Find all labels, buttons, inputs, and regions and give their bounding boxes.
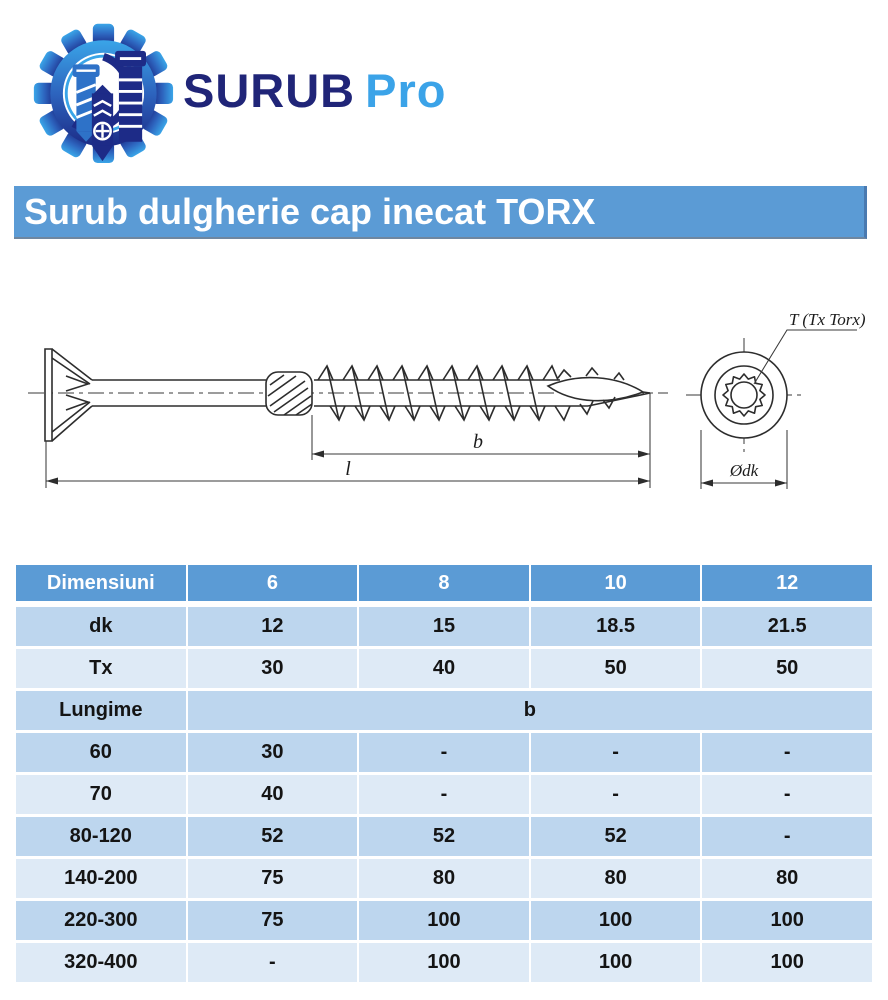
table-cell: 30 <box>187 733 358 772</box>
table-cell: 100 <box>530 943 701 982</box>
dimension-label-l: l <box>345 458 351 480</box>
table-cell: 40 <box>359 649 529 688</box>
header-10: 10 <box>530 565 701 604</box>
table-cell: 80 <box>702 859 872 898</box>
table-cell: 52 <box>530 817 701 856</box>
dimensions-table: Dimensiuni 6 8 10 12 dk 12 15 18.5 21.5 … <box>14 562 874 985</box>
row-label: 60 <box>16 733 186 772</box>
table-row-140-200: 140-200 75 80 80 80 <box>16 859 872 898</box>
page-title-banner: Surub dulgherie cap inecat TORX <box>14 186 867 239</box>
table-cell: - <box>702 733 872 772</box>
header-8: 8 <box>359 565 529 604</box>
row-label: dk <box>16 607 186 646</box>
table-cell: - <box>359 775 529 814</box>
table-cell: 50 <box>530 649 701 688</box>
table-row-lungime: Lungime b <box>16 691 872 730</box>
table-cell: 52 <box>359 817 529 856</box>
table-row-tx: Tx 30 40 50 50 <box>16 649 872 688</box>
row-label: 320-400 <box>16 943 186 982</box>
logo-text: SURUB Pro <box>183 63 446 118</box>
gear-screws-logo-icon <box>33 23 174 163</box>
screw-thread <box>314 364 588 422</box>
row-label: Lungime <box>16 691 186 730</box>
row-label: 140-200 <box>16 859 186 898</box>
logo: SURUB Pro <box>30 8 446 173</box>
table-cell: 40 <box>187 775 358 814</box>
table-header-row: Dimensiuni 6 8 10 12 <box>16 565 872 604</box>
torx-recess-icon <box>722 373 766 417</box>
brand-suffix: Pro <box>365 64 447 117</box>
callout-torx: T (Tx Torx) <box>753 310 866 385</box>
table-row-dk: dk 12 15 18.5 21.5 <box>16 607 872 646</box>
dimension-b: b <box>311 393 651 488</box>
screw-left-icon <box>72 64 100 142</box>
table-cell: 50 <box>702 649 872 688</box>
table-cell: 100 <box>702 943 872 982</box>
table-cell: - <box>187 943 358 982</box>
row-label: 80-120 <box>16 817 186 856</box>
dimension-l: l <box>45 441 650 488</box>
row-label: Tx <box>16 649 186 688</box>
table-cell: 100 <box>359 943 529 982</box>
brand-name: SURUB <box>183 64 356 117</box>
table-cell: 80 <box>530 859 701 898</box>
table-cell: 21.5 <box>702 607 872 646</box>
table-cell: 30 <box>187 649 358 688</box>
table-cell: 52 <box>187 817 358 856</box>
dimension-label-dk: Ødk <box>729 461 759 480</box>
page-title: Surub dulgherie cap inecat TORX <box>24 190 596 232</box>
table-row-70: 70 40 - - - <box>16 775 872 814</box>
row-label: 70 <box>16 775 186 814</box>
screw-shank <box>92 379 266 407</box>
header-6: 6 <box>187 565 358 604</box>
screw-head-top-view <box>686 338 802 452</box>
dimension-dk: Ødk <box>700 430 788 489</box>
torx-callout-label: T (Tx Torx) <box>789 310 866 329</box>
table-row-220-300: 220-300 75 100 100 100 <box>16 901 872 940</box>
table-cell: - <box>702 817 872 856</box>
table-cell: 80 <box>359 859 529 898</box>
table-cell: 100 <box>359 901 529 940</box>
table-cell: - <box>530 733 701 772</box>
row-label: 220-300 <box>16 901 186 940</box>
table-cell: 100 <box>530 901 701 940</box>
table-cell: 15 <box>359 607 529 646</box>
header-dimensiuni: Dimensiuni <box>16 565 186 604</box>
dimension-label-b: b <box>473 431 483 453</box>
table-cell: 75 <box>187 859 358 898</box>
screw-tip <box>546 366 651 416</box>
table-cell-merged-b: b <box>187 691 872 730</box>
table-cell: - <box>530 775 701 814</box>
header-12: 12 <box>702 565 872 604</box>
table-cell: 12 <box>187 607 358 646</box>
table-cell: - <box>359 733 529 772</box>
table-row-80-120: 80-120 52 52 52 - <box>16 817 872 856</box>
milling-ribs <box>265 371 313 416</box>
screw-right-icon <box>115 50 146 142</box>
table-row-320-400: 320-400 - 100 100 100 <box>16 943 872 982</box>
table-cell: 100 <box>702 901 872 940</box>
table-cell: - <box>702 775 872 814</box>
screw-head-side-view <box>44 348 93 442</box>
table-cell: 75 <box>187 901 358 940</box>
screw-technical-drawing: b l T (Tx Torx) Ødk <box>28 310 866 489</box>
table-row-60: 60 30 - - - <box>16 733 872 772</box>
screw-middle-icon <box>91 84 114 162</box>
table-cell: 18.5 <box>530 607 701 646</box>
